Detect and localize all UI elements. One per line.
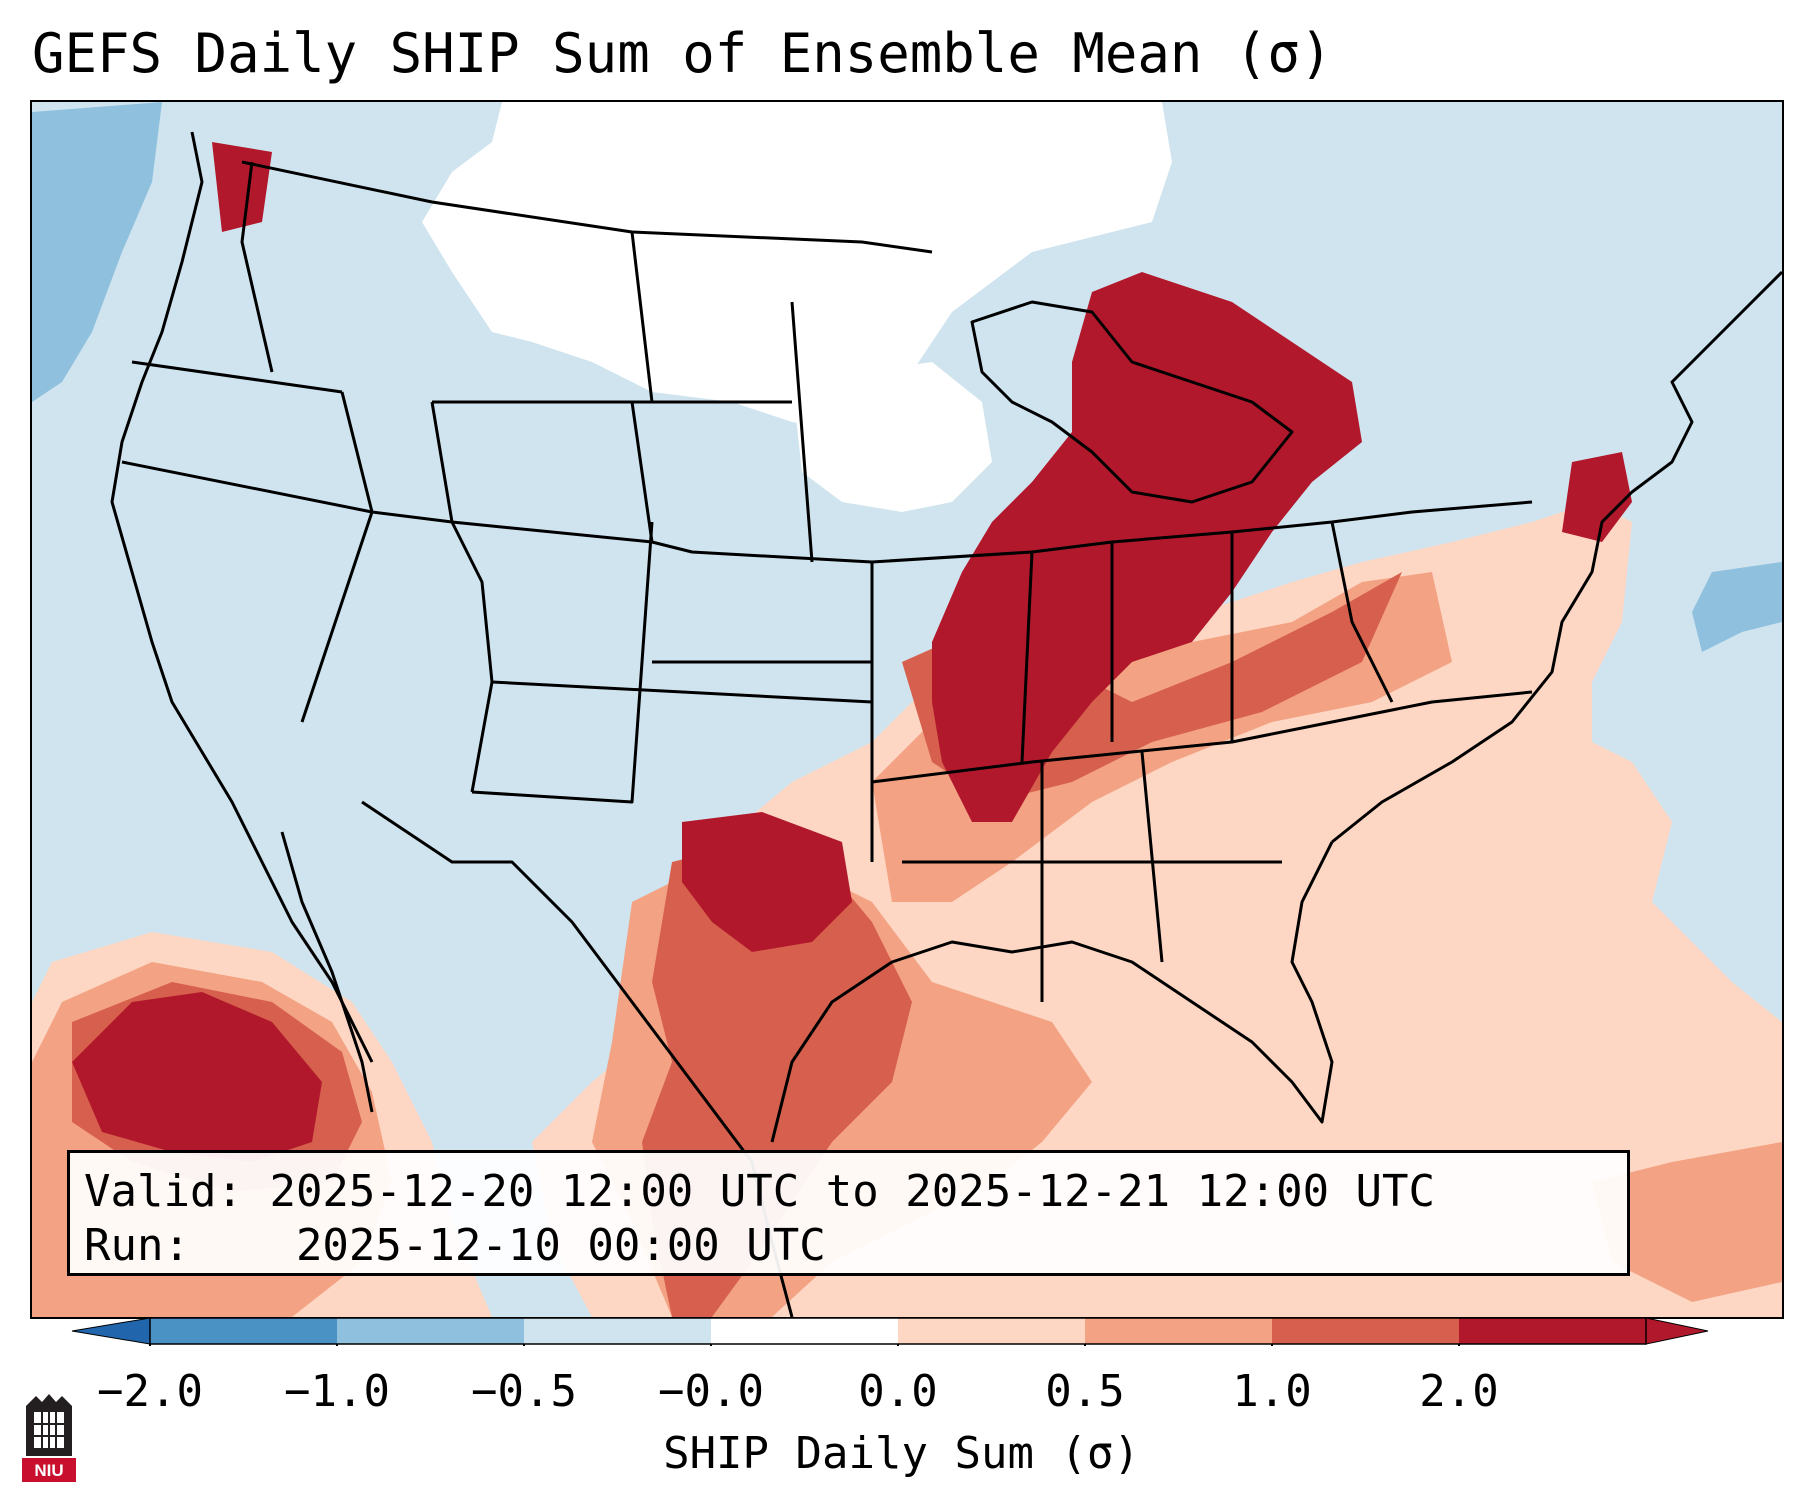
colorbar-tick-label: −0.5 [471,1366,577,1417]
niu-logo-icon: NIU [22,1394,76,1482]
field-negative-pacific-nw [32,102,162,402]
colorbar-bin [1085,1318,1272,1344]
map-title: GEFS Daily SHIP Sum of Ensemble Mean (σ) [32,22,1333,85]
state-line-20 [430,401,454,523]
state-line-1 [131,360,343,394]
state-line-6 [451,520,873,564]
field-negative-atlantic [1692,562,1782,652]
colorbar-bin [337,1318,524,1344]
run-value: 2025-12-10 00:00 UTC [295,1220,826,1271]
state-line-22 [240,161,274,373]
state-line-21 [630,231,654,403]
valid-label: Valid: [84,1166,243,1217]
logo-text: NIU [34,1461,63,1480]
field-top-positive-washington [212,142,272,232]
state-line-4 [371,510,494,793]
east-coastline [1331,270,1782,844]
colorbar-tick-label: −0.0 [658,1366,764,1417]
map-panel[interactable] [30,100,1784,1319]
colorbar-tick-label: −1.0 [284,1366,390,1417]
field-top-positive-northeast [1562,452,1632,542]
field-near-zero-north [422,102,1172,432]
state-line-14 [1140,751,1164,963]
state-line-2 [121,460,373,514]
state-line-18 [630,401,654,543]
colorbar-tick-label: 1.0 [1232,1366,1312,1417]
colorbar-label: SHIP Daily Sum (σ) [663,1428,1140,1479]
colorbar-over-arrow [1645,1317,1709,1345]
colorbar-tick-label: 2.0 [1419,1366,1499,1417]
great-lakes-outline [970,300,1294,504]
state-line-3 [300,391,374,723]
field-top-positive-texas [682,812,852,952]
colorbar-bin [1459,1318,1646,1344]
colorbar-bin [1272,1318,1459,1344]
field-mid-positive-caribbean [1592,1142,1782,1302]
colorbar [71,1317,1709,1346]
field-near-zero-plains [792,362,992,512]
state-line-25 [1330,521,1394,703]
colorbar-tick-label: −2.0 [97,1366,203,1417]
info-box: Valid: 2025-12-20 12:00 UTC to 2025-12-2… [67,1150,1630,1276]
state-line-5 [471,521,654,804]
run-label: Run: [84,1220,190,1271]
valid-value: 2025-12-20 12:00 UTC to 2025-12-21 12:00… [269,1166,1436,1217]
state-line-11 [871,690,1533,784]
map-svg [32,102,1782,1317]
colorbar-under-arrow [71,1317,151,1345]
gulf-coastline [770,841,1334,1143]
state-line-7 [491,680,873,704]
baja-peninsula [280,831,374,1113]
field-top-positive-midwest [932,272,1362,822]
state-line-19 [790,301,814,563]
state-line-15 [1020,551,1034,763]
colorbar-bin [150,1318,337,1344]
colorbar-bin [898,1318,1085,1344]
colorbar-bin [524,1318,711,1344]
colorbar-tick-label: 0.0 [858,1366,938,1417]
west-coastline [110,131,374,1063]
borders [110,131,1782,1317]
field-top-positive-pacific [72,992,322,1162]
colorbar-bin [711,1318,898,1344]
colorbar-tick-label: 0.5 [1045,1366,1125,1417]
